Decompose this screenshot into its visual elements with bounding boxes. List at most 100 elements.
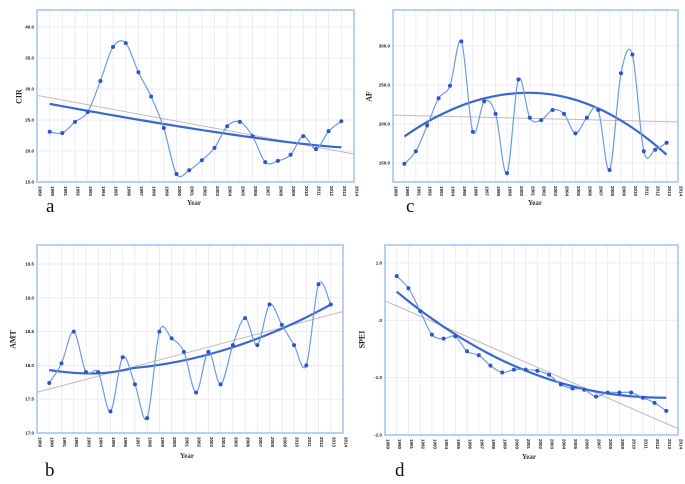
data-point <box>448 83 452 88</box>
x-tick-label: 2013 <box>342 186 347 197</box>
data-point <box>181 349 186 354</box>
x-tick-label: 2009 <box>622 186 627 197</box>
x-tick-label: 2004 <box>221 437 226 448</box>
data-point <box>505 171 509 176</box>
data-point <box>535 368 540 373</box>
data-point <box>406 286 411 291</box>
y-axis-title-d: SPEI <box>357 330 367 349</box>
x-tick-label: 1998 <box>152 186 157 197</box>
x-tick-label: 2004 <box>228 186 233 197</box>
data-point <box>394 274 399 279</box>
data-point <box>664 140 669 145</box>
x-tick-label: 2006 <box>587 186 592 197</box>
y-tick-label: 35.0 <box>25 56 34 61</box>
x-tick-label: 1999 <box>164 186 169 197</box>
fitted-trend-curve <box>396 290 667 399</box>
x-tick-label: 1997 <box>479 439 484 450</box>
plot-c: 1989 1990 1991 1992 1993 1994 1995 1996 1997 1998… <box>379 9 684 197</box>
data-point <box>570 386 575 391</box>
data-point <box>641 149 646 154</box>
data-point <box>630 52 635 57</box>
x-tick-label: 2003 <box>215 186 220 197</box>
data-point <box>558 382 563 387</box>
x-tick-label: 2001 <box>190 186 195 197</box>
chart-panel-a: 1989 1990 1991 1992 1993 1994 1995 1996 1997 1998… <box>0 0 360 240</box>
data-point <box>441 336 446 341</box>
x-tick-label: 1991 <box>62 437 67 448</box>
data-point <box>593 394 598 399</box>
data-point <box>250 134 255 139</box>
x-tick-label: 2007 <box>266 186 271 197</box>
y-axis-title-a: CIR <box>14 89 24 104</box>
x-tick-label: 1991 <box>63 186 68 197</box>
data-point <box>83 370 88 375</box>
data-point <box>279 322 284 327</box>
y-tick-label: 15.0 <box>25 180 34 185</box>
x-tick-label: 2011 <box>643 439 648 449</box>
data-point <box>225 124 230 129</box>
data-point <box>436 96 441 101</box>
x-tick-label: 2011 <box>644 186 649 196</box>
x-tick-label: 2004 <box>561 439 566 450</box>
x-tick-label: 1995 <box>114 186 119 197</box>
x-axis-title-d: Year <box>522 453 536 461</box>
x-tick-label: 1989 <box>38 186 43 197</box>
x-tick-label: 2008 <box>608 439 613 450</box>
x-tick-label: 1993 <box>86 437 91 448</box>
data-point <box>629 390 634 395</box>
x-tick-label: 2009 <box>291 186 296 197</box>
x-tick-label: 1992 <box>74 437 79 448</box>
x-tick-label: 2002 <box>197 437 202 448</box>
x-tick-label: 2006 <box>253 186 258 197</box>
x-tick-label: 2014 <box>679 439 684 450</box>
observed-series-line <box>49 40 342 178</box>
y-tick-label: 150.0 <box>379 161 391 166</box>
data-point <box>418 309 423 314</box>
data-point <box>108 409 113 414</box>
x-tick-label: 1999 <box>503 439 508 450</box>
data-point <box>136 70 141 75</box>
x-tick-label: 2010 <box>632 439 637 450</box>
data-point <box>73 119 78 124</box>
x-tick-label: 2012 <box>329 186 334 197</box>
x-tick-label: 1995 <box>111 437 116 448</box>
x-tick-label: 1994 <box>444 439 449 450</box>
data-point <box>584 115 589 120</box>
x-tick-label: 1998 <box>491 439 496 450</box>
y-tick-label: 20.0 <box>25 149 34 154</box>
data-point <box>652 400 657 405</box>
data-point <box>60 131 65 136</box>
data-point <box>527 115 532 120</box>
plot-b: 1989 1990 1991 1992 1993 1994 1995 1996 1997 1998… <box>25 244 349 448</box>
y-tick-label: 18.5 <box>25 329 34 334</box>
data-point <box>453 334 458 339</box>
y-tick-label: 19.5 <box>25 262 34 267</box>
x-tick-label: 2013 <box>331 437 336 448</box>
data-point <box>111 44 116 49</box>
x-tick-label: 2014 <box>679 186 684 197</box>
x-tick-label: 1996 <box>473 186 478 197</box>
x-tick-label: 1999 <box>508 186 513 197</box>
y-tick-label: 40.0 <box>25 25 34 30</box>
data-point <box>59 361 64 366</box>
data-point <box>562 111 566 116</box>
data-point <box>292 343 297 348</box>
x-tick-label: 1998 <box>496 186 501 197</box>
chart-panel-b: 1989 1990 1991 1992 1993 1994 1995 1996 1997 1998… <box>0 240 349 484</box>
data-point <box>243 316 248 321</box>
panel-label-b: b <box>45 460 55 481</box>
data-point <box>161 126 166 131</box>
x-tick-label: 1994 <box>451 186 456 197</box>
y-tick-label: 1.0 <box>376 261 383 266</box>
data-point <box>267 302 272 307</box>
data-point <box>237 119 242 124</box>
x-tick-label: 1999 <box>160 437 165 448</box>
data-point <box>85 109 90 114</box>
plot-frame <box>384 244 679 436</box>
x-tick-label: 1990 <box>50 186 55 197</box>
x-tick-label: 2008 <box>278 186 283 197</box>
x-tick-label: 2002 <box>538 439 543 450</box>
data-point <box>199 158 204 163</box>
y-tick-label: 200.0 <box>379 122 391 127</box>
data-point <box>425 123 430 128</box>
